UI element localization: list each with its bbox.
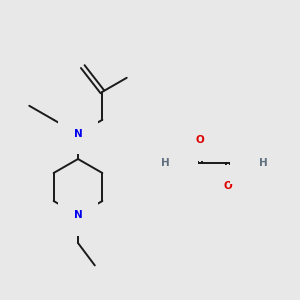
Text: N: N xyxy=(74,129,82,139)
Text: O: O xyxy=(196,135,204,145)
Text: O: O xyxy=(174,158,182,168)
Text: H: H xyxy=(259,158,267,168)
Text: H: H xyxy=(160,158,169,168)
Text: O: O xyxy=(246,158,254,168)
Text: N: N xyxy=(74,210,82,220)
Text: O: O xyxy=(224,181,232,191)
